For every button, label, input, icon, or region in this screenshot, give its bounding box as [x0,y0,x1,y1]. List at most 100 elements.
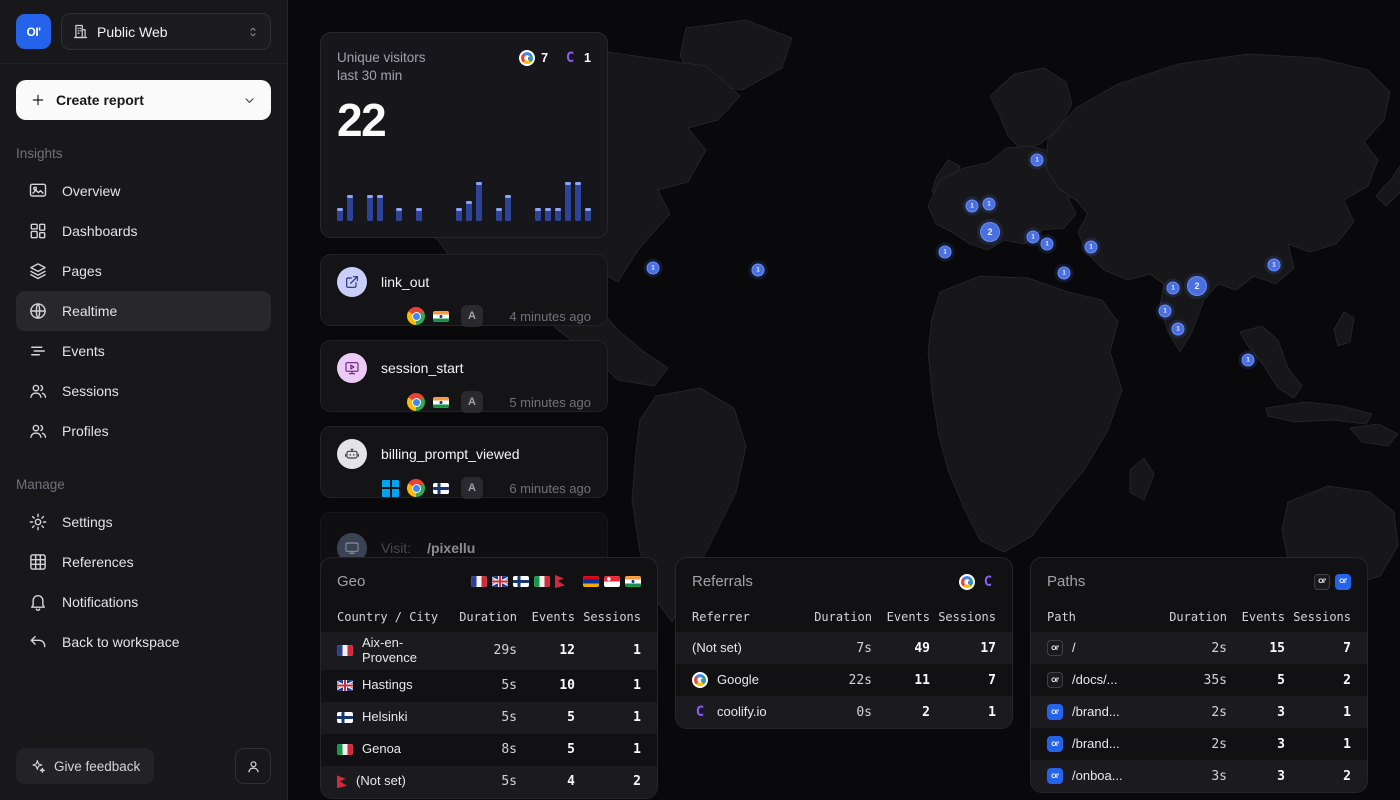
visitor-location-dot[interactable]: 1 [1030,153,1044,167]
row-name: /brand... [1072,703,1120,719]
event-card-link-out[interactable]: link_out A 4 minutes ago [320,254,608,327]
section-label-manage: Manage [16,477,65,492]
bar-slot [436,179,442,221]
event-meta-icons [365,479,449,497]
row-events: 5 [567,710,575,726]
event-card-billing-prompt-viewed[interactable]: billing_prompt_viewed A 6 minutes ago [320,426,608,499]
visitor-location-dot[interactable]: 1 [965,199,979,213]
visit-label: Visit: [381,540,412,556]
event-time: 6 minutes ago [509,480,591,496]
sidebar-item-label: Profiles [62,423,109,439]
table-row-onboa[interactable]: OI' /onboa... 3s 3 2 [1031,760,1367,792]
sidebar-item-pages[interactable]: Pages [16,251,271,291]
create-report-label: Create report [56,92,144,108]
table-row-brand[interactable]: OI' /brand... 2s 3 1 [1031,696,1367,728]
oi-blue-favicon: OI' [1047,736,1063,752]
sessions-icon [28,381,48,401]
google-icon [519,50,536,66]
visitor-location-dot[interactable]: 1 [982,197,996,211]
visitor-location-dot[interactable]: 1 [1084,240,1098,254]
visitor-location-dot[interactable]: 2 [1187,276,1207,296]
visitor-bar [475,182,482,221]
panel-header-icons: C [959,573,996,590]
panel-title: Paths [1047,573,1086,590]
visitor-location-dot[interactable]: 1 [1166,281,1180,295]
visitor-location-dot[interactable]: 1 [938,245,952,259]
oi-blue-favicon: OI' [1047,768,1063,784]
sidebar-item-label: Realtime [62,303,118,319]
event-title: link_out [381,274,430,290]
table-row-not-set[interactable]: (Not set) 5s 4 2 [321,765,657,798]
visitor-location-dot[interactable]: 2 [980,222,1000,242]
table-row-aix-en-provence[interactable]: Aix-en-Provence 29s 12 1 [321,632,657,670]
sidebar-item-realtime[interactable]: Realtime [16,291,271,331]
sidebar-item-sessions[interactable]: Sessions [16,371,271,411]
row-name: /onboa... [1072,767,1123,783]
visitor-location-dot[interactable]: 1 [1057,266,1071,280]
event-time: 5 minutes ago [509,394,591,410]
panel-paths: Paths OI' OI' Path Duration Events Sessions … [1030,557,1368,793]
visitor-location-dot[interactable]: 1 [1241,353,1255,367]
flag-fi-icon [337,712,353,724]
sidebar-item-events[interactable]: Events [16,331,271,371]
table-body: Aix-en-Provence 29s 12 1 Hastings 5s 10 … [321,632,657,798]
row-sessions: 17 [980,640,996,656]
sidebar-item-references[interactable]: References [16,542,271,582]
sidebar-item-overview[interactable]: Overview [16,171,271,211]
visitor-bar [584,208,591,221]
realtime-icon [28,301,48,321]
flag-it-icon [534,576,550,587]
visitor-location-dot[interactable]: 1 [646,261,660,275]
table-row-not-set[interactable]: (Not set) 7s 49 17 [676,632,1012,664]
visitor-bar [574,182,581,221]
sidebar-item-dashboards[interactable]: Dashboards [16,211,271,251]
column-header: Events [1241,610,1285,624]
row-events: 3 [1277,768,1285,784]
column-header: Country / City [337,610,439,624]
table-row-root[interactable]: OI' / 2s 15 7 [1031,632,1367,664]
coolify-icon: C [565,50,575,66]
row-duration: 35s [1203,672,1227,688]
bar-slot [337,179,343,221]
bar-slot [515,179,521,221]
table-row-genoa[interactable]: Genoa 8s 5 1 [321,734,657,766]
sidebar-item-profiles[interactable]: Profiles [16,411,271,451]
row-sessions: 7 [988,672,996,688]
visitor-location-dot[interactable]: 1 [1267,258,1281,272]
visitor-location-dot[interactable]: 1 [1040,237,1054,251]
app-logo: OI' [16,14,51,49]
table-row-google[interactable]: Google 22s 11 7 [676,664,1012,696]
visitor-bar [505,195,512,221]
user-menu-button[interactable] [235,748,271,784]
sidebar-item-back-to-workspace[interactable]: Back to workspace [16,622,271,662]
visitor-location-dot[interactable]: 1 [1026,230,1040,244]
sidebar-item-settings[interactable]: Settings [16,502,271,542]
give-feedback-button[interactable]: Give feedback [16,748,155,784]
visitor-location-dot[interactable]: 1 [751,263,765,277]
create-report-button[interactable]: Create report [16,80,271,120]
project-selector[interactable]: Public Web [61,13,271,50]
visitor-location-dot[interactable]: 1 [1158,304,1172,318]
visitor-location-dot[interactable]: 1 [1171,322,1185,336]
row-sessions: 1 [633,710,641,726]
table-row-brand[interactable]: OI' /brand... 2s 3 1 [1031,728,1367,760]
sidebar-item-notifications[interactable]: Notifications [16,582,271,622]
chrome-icon [407,393,425,411]
table-row-helsinki[interactable]: Helsinki 5s 5 1 [321,701,657,734]
column-header: Referrer [692,610,750,624]
row-duration: 22s [848,672,872,688]
table-row-docs[interactable]: OI' /docs/... 35s 5 2 [1031,664,1367,696]
visitor-bar [465,201,472,221]
column-header: Sessions [1293,610,1351,624]
sidebar-item-label: Back to workspace [62,634,180,650]
row-name: Helsinki [362,709,408,725]
sidebar-item-label: Dashboards [62,223,138,239]
event-card-session-start[interactable]: session_start A 5 minutes ago [320,340,608,413]
profile-badge: A [461,305,483,327]
table-row-hastings[interactable]: Hastings 5s 10 1 [321,670,657,702]
